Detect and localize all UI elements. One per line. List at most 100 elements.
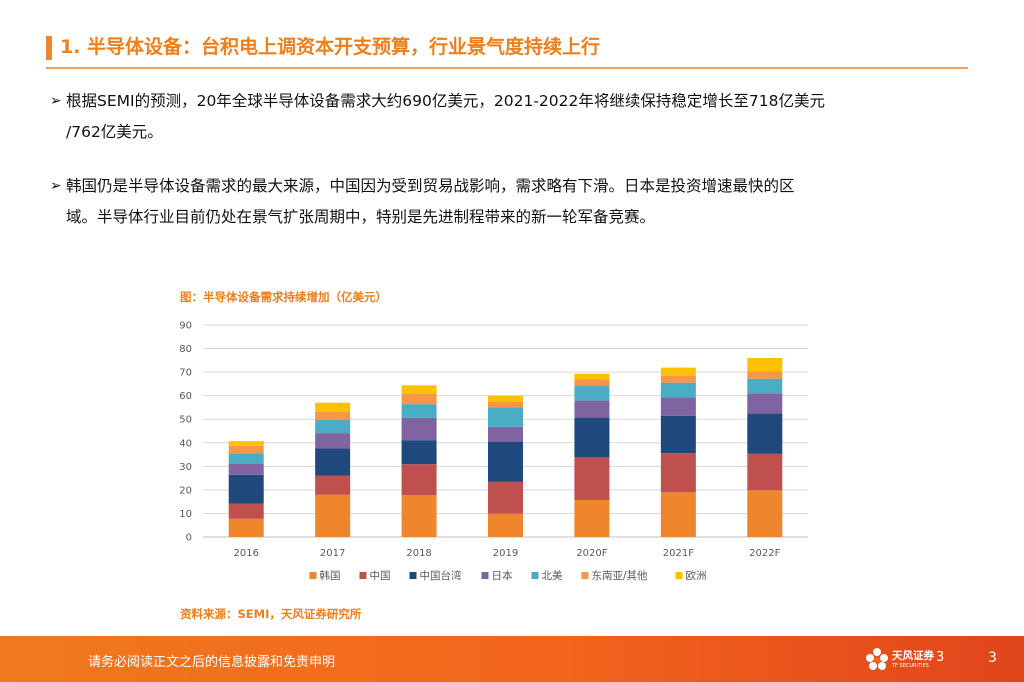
flower-logo-icon [866, 648, 888, 670]
y-tick-label: 60 [179, 391, 192, 402]
footer-bar: 请务必阅读正文之后的信息披露和免责申明 天风证券 TF SECURITIES 3… [0, 636, 1024, 682]
bar-segment [488, 513, 523, 537]
legend-label: 中国 [370, 569, 391, 582]
bar-segment [228, 463, 264, 475]
legend-label: 欧洲 [686, 570, 707, 582]
legend-swatch [675, 572, 683, 579]
bullet-line: 域。半导体行业目前仍处在景气扩张周期中，特别是先进制程带来的新一轮军备竞赛。 [66, 208, 656, 226]
legend-swatch [531, 572, 539, 579]
bullet-point-2: ➢ 韩国仍是半导体设备需求的最大来源，中国因为受到贸易战影响，需求略有下滑。日本… [50, 171, 960, 233]
y-tick-label: 90 [179, 321, 192, 332]
bar-segment [315, 419, 351, 434]
bar-segment [228, 453, 264, 464]
logo-number: 3 [936, 650, 945, 665]
bullet-arrow-icon: ➢ [50, 178, 62, 194]
bar-segment [488, 426, 523, 442]
bar-segment [488, 441, 523, 482]
legend-label: 东南亚/其他 [592, 569, 649, 582]
bullet-line: /762亿美元。 [66, 123, 163, 141]
bar-segment [228, 441, 264, 446]
bar-segment [401, 404, 437, 418]
page-title: 1. 半导体设备：台积电上调资本开支预算，行业景气度持续上行 [60, 36, 601, 58]
legend-label: 韩国 [320, 569, 341, 582]
y-tick-label: 80 [179, 344, 192, 355]
bar-segment [660, 367, 696, 376]
bar-segment [315, 433, 351, 449]
bar-segment [574, 379, 610, 387]
bar-segment [747, 413, 783, 454]
bar-segment [574, 373, 610, 380]
bar-segment [401, 464, 437, 496]
bar-segment [660, 492, 696, 537]
bullet-line: 韩国仍是半导体设备需求的最大来源，中国因为受到贸易战影响，需求略有下滑。日本是投… [66, 177, 795, 195]
chart-source: 资料来源：SEMI，天风证券研究所 [180, 607, 362, 621]
bar-segment [315, 402, 351, 412]
y-tick-label: 70 [179, 368, 192, 379]
bar-segment [747, 378, 783, 394]
bar-segment [488, 407, 523, 427]
bar-segment [488, 402, 523, 408]
bar-segment [315, 448, 351, 476]
x-tick-label: 2016 [233, 548, 258, 559]
bar-segment [747, 357, 783, 372]
bar-segment [228, 503, 264, 519]
x-tick-label: 2017 [320, 548, 345, 559]
title-divider [46, 67, 968, 69]
chart-caption: 图：半导体设备需求持续增加（亿美元） [180, 290, 387, 304]
bar-segment [315, 411, 351, 420]
bar-segment [401, 417, 437, 441]
bullet-point-1: ➢ 根据SEMI的预测，20年全球半导体设备需求大约690亿美元，2021-20… [50, 86, 960, 148]
bar-segment [660, 397, 696, 416]
legend-label: 日本 [492, 569, 513, 582]
logo-subtitle: TF SECURITIES [892, 663, 929, 669]
y-tick-label: 40 [179, 438, 192, 449]
x-tick-label: 2019 [493, 548, 518, 559]
bar-segment [488, 481, 523, 514]
x-tick-label: 2020F [576, 548, 607, 559]
legend-swatch [409, 572, 417, 579]
y-tick-label: 0 [186, 533, 192, 544]
bullet-arrow-icon: ➢ [50, 93, 62, 109]
page-number: 3 [988, 650, 997, 666]
y-tick-label: 20 [179, 485, 192, 496]
bullet-line: 根据SEMI的预测，20年全球半导体设备需求大约690亿美元，2021-2022… [66, 92, 825, 110]
y-tick-label: 50 [179, 415, 192, 426]
bar-segment [574, 386, 610, 401]
bar-segment [660, 415, 696, 454]
legend-label: 北美 [542, 569, 563, 582]
bar-segment [401, 394, 437, 405]
bar-segment [747, 453, 783, 491]
bar-segment [574, 400, 610, 418]
bar-segment [228, 445, 264, 454]
bar-segment [401, 385, 437, 395]
x-tick-label: 2021F [663, 548, 694, 559]
legend-swatch [309, 572, 317, 579]
bar-segment [660, 375, 696, 383]
bar-segment [747, 393, 783, 414]
bar-segment [574, 417, 610, 458]
title-accent-bar [46, 36, 52, 60]
stacked-bar-chart: 0 10 20 30 40 50 60 70 80 90 2016 2017 2018 2019 2020F… [179, 321, 808, 582]
x-tick-label: 2018 [406, 548, 431, 559]
company-logo: 天风证券 TF SECURITIES 3 [864, 646, 944, 674]
bar-segment [574, 457, 610, 501]
bar-segment [660, 453, 696, 493]
logo-name: 天风证券 [892, 650, 934, 662]
legend-swatch [581, 572, 589, 579]
legend-label: 中国台湾 [420, 569, 462, 582]
bar-segment [401, 440, 437, 465]
bar-segment [488, 395, 523, 403]
bar-segment [747, 490, 783, 537]
bar-segment [574, 500, 610, 537]
y-tick-label: 10 [179, 509, 192, 520]
bar-segment [228, 518, 264, 537]
x-tick-label: 2022F [749, 548, 780, 559]
bar-segment [660, 382, 696, 398]
bar-segment [315, 494, 351, 537]
legend-swatch [481, 572, 489, 579]
bar-segment [228, 474, 264, 504]
y-tick-label: 30 [179, 462, 192, 473]
legend-swatch [359, 572, 367, 579]
bar-segment [747, 371, 783, 379]
footer-disclaimer: 请务必阅读正文之后的信息披露和免责申明 [88, 655, 336, 670]
